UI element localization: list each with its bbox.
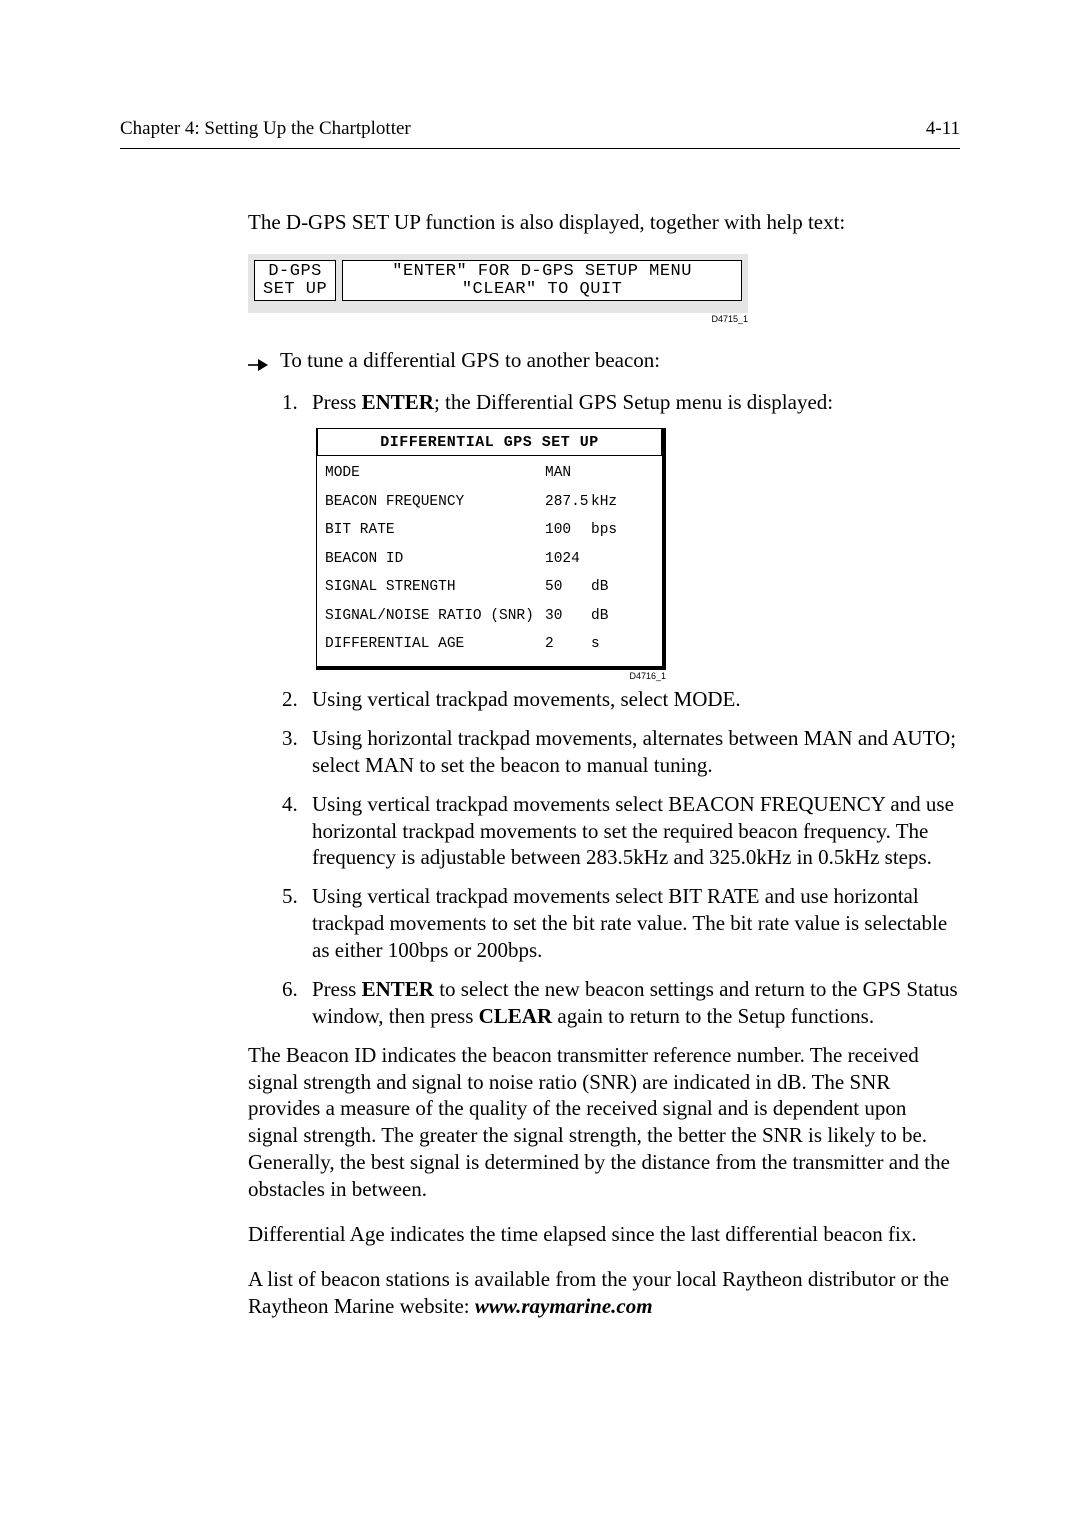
step-text: Press ENTER; the Differential GPS Setup … [312,389,960,416]
step-number: 5. [282,883,312,964]
procedure-heading-row: To tune a differential GPS to another be… [248,347,960,379]
dgps-btn-line2: SET UP [263,281,327,299]
figure-diff-gps-menu: DIFFERENTIAL GPS SET UP MODE MAN BEACON … [316,428,960,682]
menu-value: 30 [545,609,591,624]
document-page: Chapter 4: Setting Up the Chartplotter 4… [120,118,960,1338]
menu-unit: dB [591,580,654,595]
menu-row: BIT RATE 100 bps [325,523,654,538]
menu-value: MAN [545,466,591,481]
step1-post: ; the Differential GPS Setup menu is dis… [434,390,833,414]
intro-paragraph: The D-GPS SET UP function is also displa… [248,209,960,236]
menu-unit: dB [591,609,654,624]
figure-2-body: MODE MAN BEACON FREQUENCY 287.5 kHz BIT … [317,456,662,666]
step-text: Press ENTER to select the new beacon set… [312,976,960,1030]
page-number: 4-11 [926,118,960,140]
menu-row: MODE MAN [325,466,654,481]
beacon-id-paragraph: The Beacon ID indicates the beacon trans… [248,1042,960,1203]
menu-row: SIGNAL STRENGTH 50 dB [325,580,654,595]
step-text: Using horizontal trackpad movements, alt… [312,725,960,779]
menu-unit: s [591,637,654,652]
step1-pre: Press [312,390,362,414]
menu-value: 1024 [545,552,591,567]
figure-2-title: DIFFERENTIAL GPS SET UP [317,428,662,456]
website-url: www.raymarine.com [475,1294,653,1318]
step-text: Using vertical trackpad movements select… [312,883,960,964]
menu-unit [591,466,654,481]
s6-post: again to return to the Setup functions. [552,1004,874,1028]
step-number: 3. [282,725,312,779]
step-number: 1. [282,389,312,416]
enter-key-label: ENTER [362,390,434,414]
menu-label: BEACON FREQUENCY [325,495,545,510]
figure-dgps-button: D-GPS SET UP "ENTER" FOR D-GPS SETUP MEN… [248,254,960,325]
step-1: 1. Press ENTER; the Differential GPS Set… [282,389,960,416]
chapter-title: Chapter 4: Setting Up the Chartplotter [120,118,411,140]
step-number: 2. [282,686,312,713]
menu-label: BIT RATE [325,523,545,538]
step-6: 6. Press ENTER to select the new beacon … [282,976,960,1030]
step-3: 3. Using horizontal trackpad movements, … [282,725,960,779]
menu-row: DIFFERENTIAL AGE 2 s [325,637,654,652]
enter-key-label: ENTER [362,977,434,1001]
procedure-heading: To tune a differential GPS to another be… [280,347,660,374]
menu-value: 2 [545,637,591,652]
menu-label: BEACON ID [325,552,545,567]
menu-unit: kHz [591,495,654,510]
step-4: 4. Using vertical trackpad movements sel… [282,791,960,872]
menu-row: BEACON FREQUENCY 287.5 kHz [325,495,654,510]
menu-row: SIGNAL/NOISE RATIO (SNR) 30 dB [325,609,654,624]
figure-1-id: D4715_1 [248,314,748,326]
arrow-icon [248,352,274,379]
menu-value: 100 [545,523,591,538]
figure-1-panel: D-GPS SET UP "ENTER" FOR D-GPS SETUP MEN… [248,254,748,313]
page-header: Chapter 4: Setting Up the Chartplotter 4… [120,118,960,146]
menu-label: SIGNAL/NOISE RATIO (SNR) [325,609,545,624]
menu-label: MODE [325,466,545,481]
dgps-help-box: "ENTER" FOR D-GPS SETUP MENU "CLEAR" TO … [342,260,742,301]
figure-2-id: D4716_1 [316,671,666,683]
step-text: Using vertical trackpad movements, selec… [312,686,960,713]
menu-value: 50 [545,580,591,595]
menu-row: BEACON ID 1024 [325,552,654,567]
help-line1: "ENTER" FOR D-GPS SETUP MENU [349,263,735,281]
diff-age-paragraph: Differential Age indicates the time elap… [248,1221,960,1248]
step-number: 6. [282,976,312,1030]
numbered-steps: 1. Press ENTER; the Differential GPS Set… [282,389,960,1030]
clear-key-label: CLEAR [479,1004,553,1028]
dgps-btn-line1: D-GPS [263,263,327,281]
beacon-list-paragraph: A list of beacon stations is available f… [248,1266,960,1320]
step-2: 2. Using vertical trackpad movements, se… [282,686,960,713]
menu-unit [591,552,654,567]
help-line2: "CLEAR" TO QUIT [349,281,735,299]
menu-unit: bps [591,523,654,538]
figure-1-inner: D-GPS SET UP "ENTER" FOR D-GPS SETUP MEN… [254,260,742,301]
step-text: Using vertical trackpad movements select… [312,791,960,872]
figure-2-panel: DIFFERENTIAL GPS SET UP MODE MAN BEACON … [316,428,666,670]
menu-value: 287.5 [545,495,591,510]
step-5: 5. Using vertical trackpad movements sel… [282,883,960,964]
menu-label: SIGNAL STRENGTH [325,580,545,595]
step-number: 4. [282,791,312,872]
menu-label: DIFFERENTIAL AGE [325,637,545,652]
dgps-setup-button: D-GPS SET UP [254,260,336,301]
page-content: The D-GPS SET UP function is also displa… [248,149,960,1320]
s6-pre: Press [312,977,362,1001]
